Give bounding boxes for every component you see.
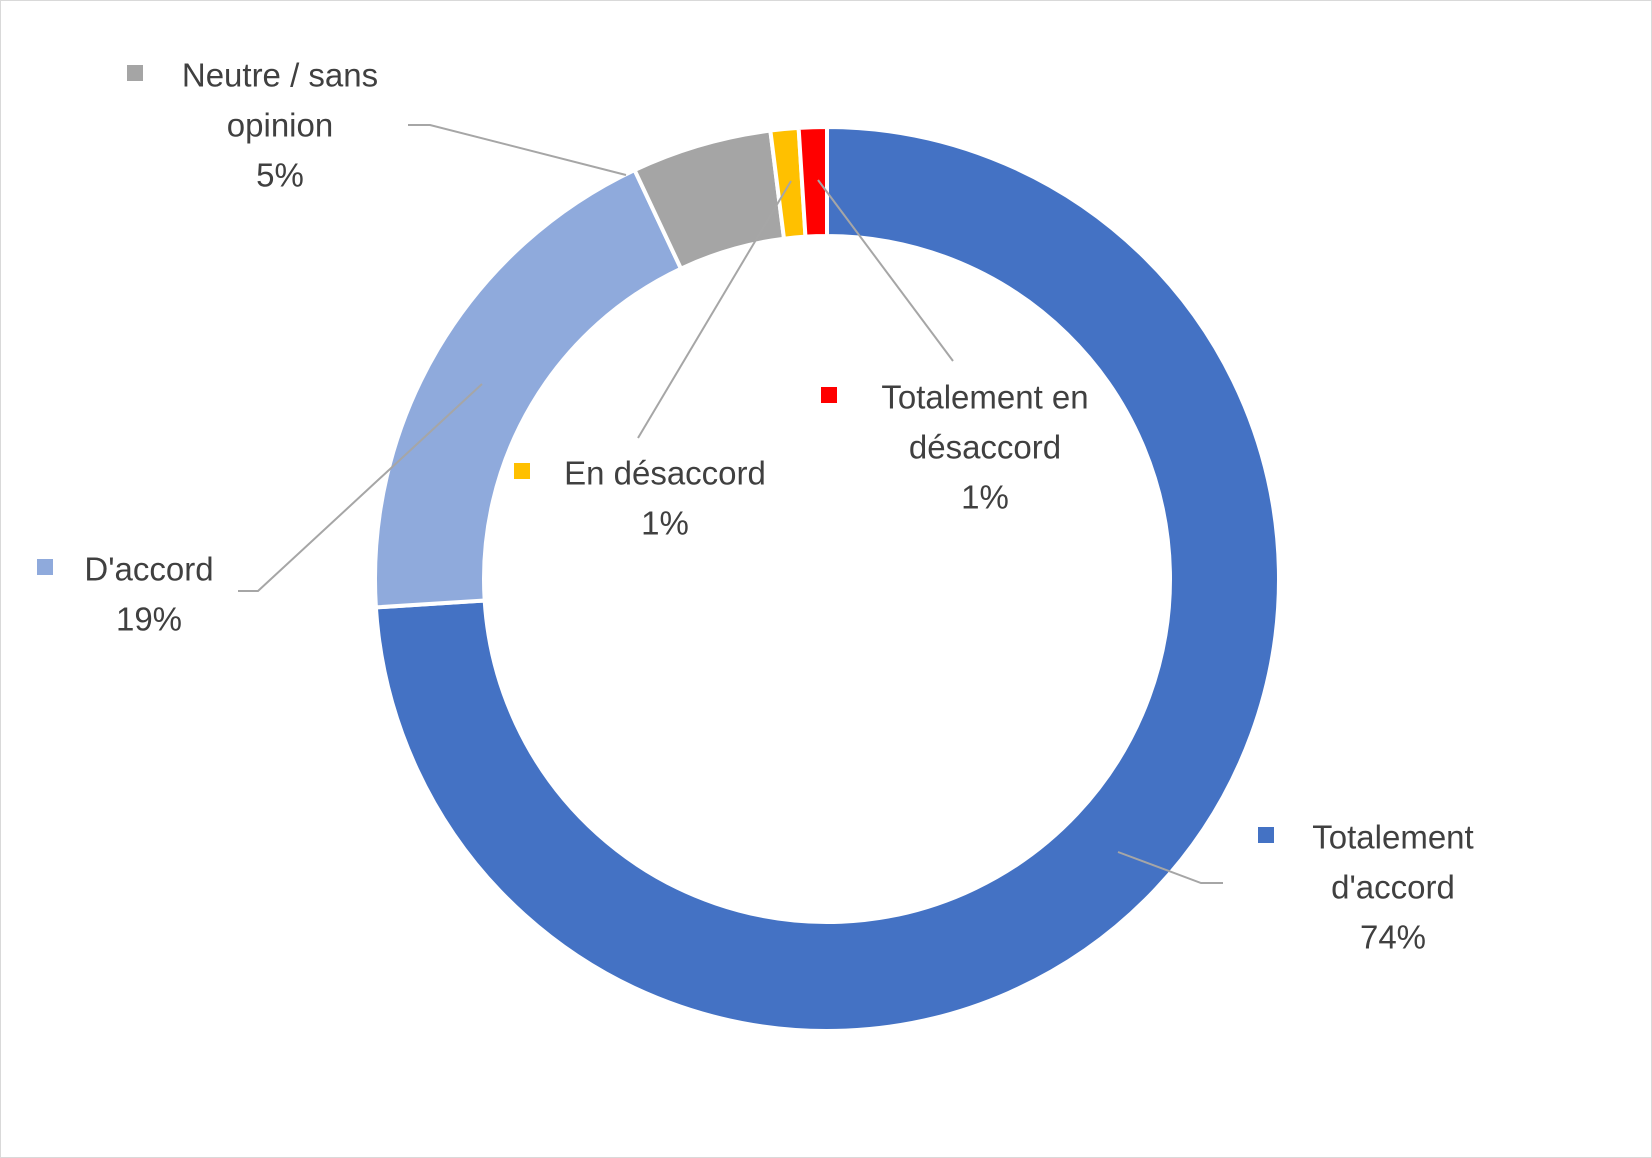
data-label-value-neutre-sans-opinion: 5%: [256, 157, 304, 194]
legend-key-neutre-sans-opinion: [127, 65, 143, 81]
data-label-category-neutre-sans-opinion: Neutre / sans: [182, 57, 378, 94]
data-label-category-en-desaccord: En désaccord: [564, 455, 766, 492]
donut-slice-totalement-d-accord: [373, 124, 1281, 1033]
leader-lines-layer: [238, 124, 1223, 884]
leader-line-neutre-sans-opinion: [408, 124, 627, 176]
data-label-value-totalement-en-desaccord: 1%: [961, 479, 1009, 516]
slices-layer: [373, 124, 1281, 1033]
data-label-value-totalement-d-accord: 74%: [1360, 919, 1426, 956]
data-label-value-d-accord: 19%: [116, 601, 182, 638]
data-label-category-totalement-d-accord: Totalement: [1312, 819, 1473, 856]
legend-key-totalement-en-desaccord: [821, 387, 837, 403]
donut-slice-d-accord: [373, 167, 684, 610]
data-label-value-en-desaccord: 1%: [641, 505, 689, 542]
data-labels-layer: Totalement d'accord 74% D'accord 19% Neutre /…: [37, 57, 1474, 956]
data-label-category-totalement-en-desaccord: Totalement en: [881, 379, 1088, 416]
data-label-category-d-accord: D'accord: [84, 551, 213, 588]
donut-slice-totalement-en-desaccord: [796, 124, 829, 239]
data-label-category-neutre-sans-opinion: opinion: [227, 107, 333, 144]
legend-key-totalement-d-accord: [1258, 827, 1274, 843]
data-label-category-totalement-en-desaccord: désaccord: [909, 429, 1061, 466]
legend-key-en-desaccord: [514, 463, 530, 479]
legend-key-d-accord: [37, 559, 53, 575]
leader-line-totalement-en-desaccord: [817, 179, 954, 362]
data-label-category-totalement-d-accord: d'accord: [1331, 869, 1455, 906]
leader-line-totalement-d-accord: [1117, 851, 1223, 884]
leader-line-d-accord: [238, 383, 483, 592]
leader-line-en-desaccord: [637, 180, 792, 439]
